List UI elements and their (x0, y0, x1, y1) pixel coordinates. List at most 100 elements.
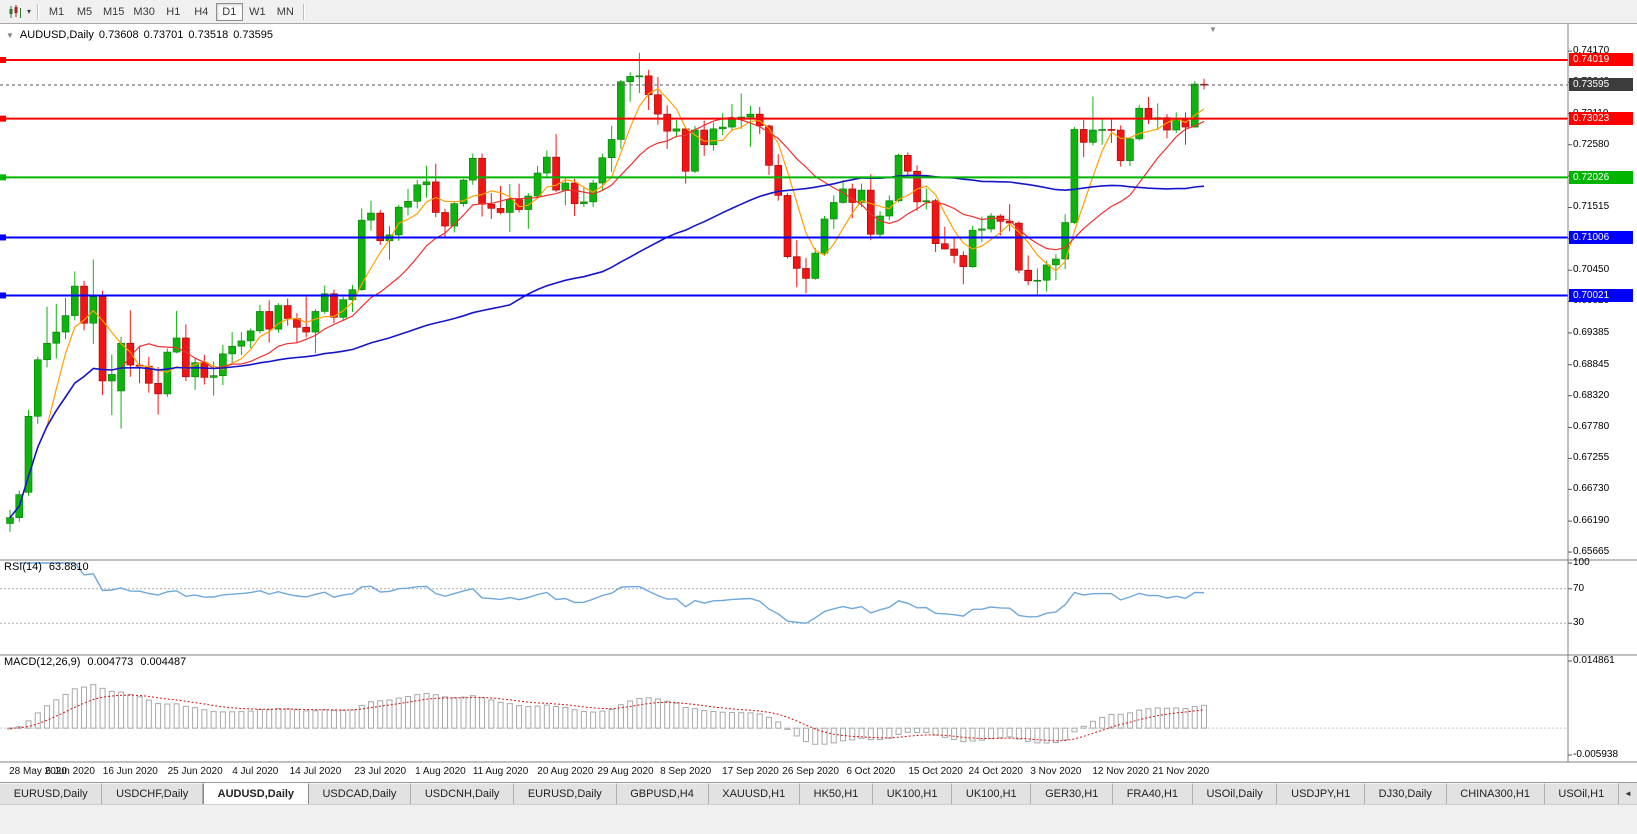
rsi-indicator-value: 63.8810 (48, 561, 89, 573)
timeframe-button-mn[interactable]: MN (276, 5, 294, 18)
time-axis-label: 21 Nov 2020 (1152, 766, 1210, 777)
chart-tab-usoil-h1[interactable]: USOil,H1 (1544, 783, 1619, 804)
chart-high-value: 0.73701 (143, 29, 184, 41)
price-axis-tick: 0.65665 (1573, 546, 1610, 558)
rsi-axis-tick: 30 (1573, 617, 1585, 629)
timeframe-button-w1[interactable]: W1 (249, 5, 266, 18)
time-axis-label: 3 Nov 2020 (1030, 766, 1082, 777)
chart-tab-xauusd-h1[interactable]: XAUUSD,H1 (708, 783, 800, 804)
chart-tab-eurusd-daily[interactable]: EURUSD,Daily (514, 783, 617, 804)
line-price-label: 0.73023 (1569, 112, 1633, 126)
chart-tab-usdcnh-daily[interactable]: USDCNH,Daily (411, 783, 515, 804)
time-axis-label: 26 Sep 2020 (782, 766, 839, 777)
line-anchor-handle[interactable] (0, 56, 6, 63)
price-axis-tick: 0.66190 (1573, 515, 1610, 527)
chart-tab-gbpusd-h4[interactable]: GBPUSD,H4 (616, 783, 709, 804)
chart-tab-audusd-daily[interactable]: AUDUSD,Daily (202, 783, 309, 804)
time-axis-label: 1 Aug 2020 (415, 766, 466, 777)
time-axis-label: 15 Oct 2020 (908, 766, 963, 777)
chart-tab-eurusd-daily[interactable]: EURUSD,Daily (0, 783, 103, 804)
line-price-label: 0.72026 (1569, 170, 1633, 184)
toolbar-separator (37, 3, 40, 20)
time-axis-label: 29 Aug 2020 (597, 766, 654, 777)
timeframe-button-h4[interactable]: H4 (194, 5, 209, 18)
chart-tab-usoil-daily[interactable]: USOil,Daily (1192, 783, 1278, 804)
chart-tab-ger30-h1[interactable]: GER30,H1 (1031, 783, 1113, 804)
macd-signal-value: 0.004487 (140, 656, 187, 668)
price-axis-tick: 0.66730 (1573, 483, 1610, 495)
timeframe-button-d1[interactable]: D1 (215, 2, 243, 21)
time-axis-label: 12 Nov 2020 (1092, 766, 1150, 777)
toolbar-separator (302, 3, 305, 20)
time-axis-label: 24 Oct 2020 (968, 766, 1023, 777)
time-axis-label: 20 Aug 2020 (537, 766, 594, 777)
time-axis-label: 23 Jul 2020 (354, 766, 407, 777)
timeframe-button-m5[interactable]: M5 (76, 5, 93, 18)
ohlc-collapse-icon[interactable]: ▼ (6, 30, 14, 40)
chart-tab-uk100-h1[interactable]: UK100,H1 (952, 783, 1032, 804)
chart-shift-marker-icon[interactable]: ▼ (1209, 25, 1217, 34)
timeframe-button-h1[interactable]: H1 (166, 5, 181, 18)
status-bar (0, 804, 1637, 834)
time-axis-label: 6 Jun 2020 (45, 766, 95, 777)
current-price-label: 0.73595 (1569, 78, 1633, 92)
macd-pane-header: MACD(12,26,9) 0.004773 0.004487 (4, 656, 186, 668)
macd-signal-line (9, 694, 1205, 742)
chart-tab-usdchf-daily[interactable]: USDCHF,Daily (102, 783, 203, 804)
tab-scroll-left-icon[interactable]: ◄ (1618, 783, 1637, 804)
chart-type-caret-icon[interactable]: ▾ (27, 7, 32, 16)
time-axis-label: 11 Aug 2020 (472, 766, 529, 777)
line-anchor-handle[interactable] (0, 174, 6, 181)
chart-open-value: 0.73608 (98, 29, 139, 41)
chart-ohlc-header: ▼ AUDUSD,Daily 0.73608 0.73701 0.73518 0… (6, 29, 273, 41)
line-price-label: 0.70021 (1569, 288, 1633, 302)
macd-main-value: 0.004773 (87, 656, 134, 668)
chart-tab-china300-h1[interactable]: CHINA300,H1 (1446, 783, 1545, 804)
time-axis-label: 14 Jul 2020 (289, 766, 342, 777)
time-axis-label: 17 Sep 2020 (722, 766, 779, 777)
rsi-axis-tick: 70 (1573, 582, 1585, 594)
chart-type-icon[interactable] (4, 3, 26, 21)
timeframe-button-group: M1 M5 M15 M30 H1 H4 D1 W1 MN (43, 2, 299, 21)
chart-tab-fra40-h1[interactable]: FRA40,H1 (1112, 783, 1193, 804)
price-axis-tick: 0.71515 (1573, 201, 1610, 213)
chart-tab-uk100-h1[interactable]: UK100,H1 (872, 783, 953, 804)
line-anchor-handle[interactable] (0, 234, 6, 241)
price-axis-tick: 0.67780 (1573, 421, 1610, 433)
time-axis-label: 28 May 2020 (9, 766, 67, 777)
chart-low-value: 0.73518 (188, 29, 229, 41)
macd-axis-tick: -0.005938 (1573, 749, 1619, 760)
line-anchor-handle[interactable] (0, 115, 6, 122)
line-price-label: 0.71006 (1569, 230, 1633, 244)
medium-ma-line (9, 116, 1205, 518)
macd-histogram (7, 684, 1207, 745)
time-axis-label: 25 Jun 2020 (167, 766, 223, 777)
rsi-line (19, 562, 1205, 625)
chart-tab-hk50-h1[interactable]: HK50,H1 (799, 783, 873, 804)
chart-tab-usdcad-daily[interactable]: USDCAD,Daily (308, 783, 412, 804)
timeframe-button-m1[interactable]: M1 (48, 5, 65, 18)
price-axis-tick: 0.69385 (1573, 326, 1610, 338)
line-anchor-handle[interactable] (0, 292, 6, 299)
candlestick-series (6, 52, 1208, 532)
rsi-axis-tick: 100 (1573, 557, 1590, 568)
timeframe-button-m15[interactable]: M15 (103, 5, 125, 18)
line-price-label: 0.74019 (1569, 53, 1633, 67)
time-axis-label: 4 Jul 2020 (232, 766, 279, 777)
price-axis-tick: 0.68845 (1573, 358, 1610, 370)
price-axis-tick: 0.70450 (1573, 264, 1610, 276)
time-axis-label: 8 Sep 2020 (660, 766, 712, 777)
chart-tab-dj30-daily[interactable]: DJ30,Daily (1364, 783, 1447, 804)
price-axis-tick: 0.68320 (1573, 389, 1610, 401)
toolbar: ▾ M1 M5 M15 M30 H1 H4 D1 W1 MN (0, 0, 1637, 24)
timeframe-button-m30[interactable]: M30 (133, 5, 155, 18)
macd-axis-tick: 0.014861 (1573, 655, 1615, 666)
time-axis-label: 6 Oct 2020 (846, 766, 896, 777)
macd-indicator-label: MACD(12,26,9) (4, 656, 81, 668)
chart-tab-usdjpy-h1[interactable]: USDJPY,H1 (1277, 783, 1365, 804)
rsi-pane-header: RSI(14) 63.8810 (4, 561, 89, 573)
chart-symbol-label: AUDUSD,Daily (19, 29, 94, 41)
time-axis-label: 16 Jun 2020 (102, 766, 158, 777)
